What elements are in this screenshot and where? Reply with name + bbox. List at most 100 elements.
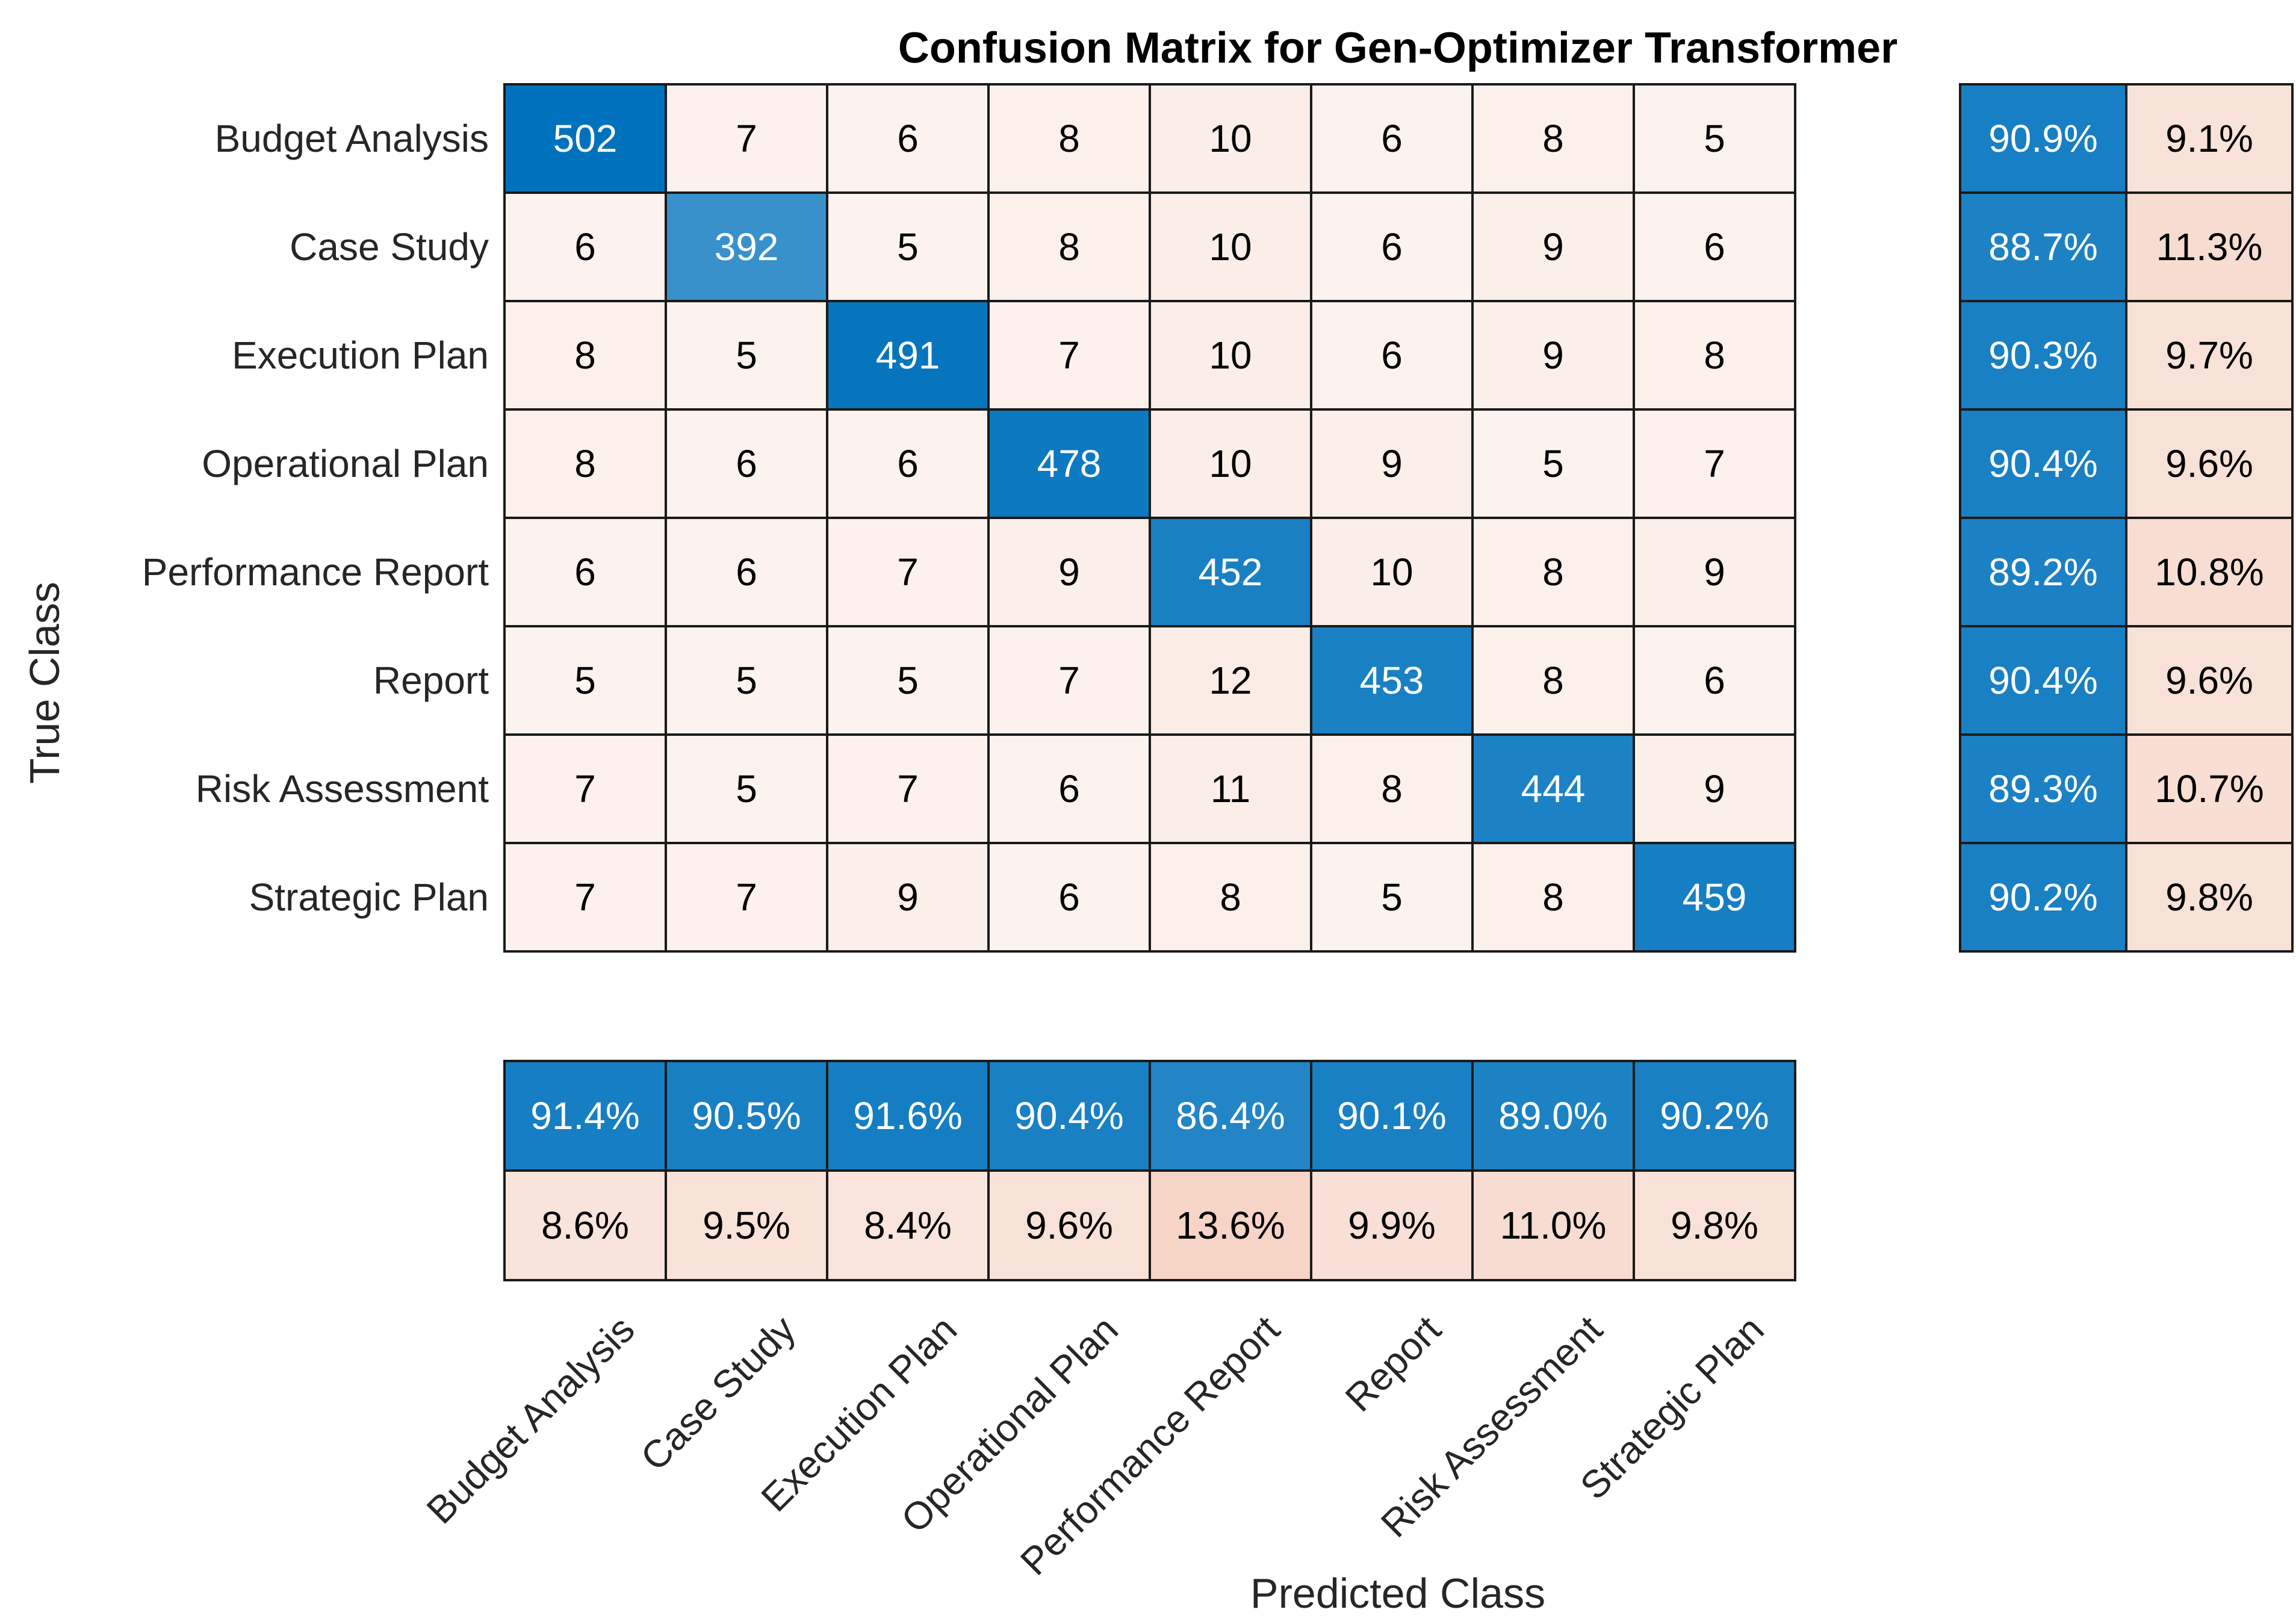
matrix-cell: 6 xyxy=(506,194,665,300)
row-summary-incorrect-cell: 9.7% xyxy=(2127,302,2291,408)
matrix-cell: 7 xyxy=(506,844,665,950)
matrix-cell: 10 xyxy=(1312,519,1471,625)
matrix-cell: 9 xyxy=(828,844,987,950)
y-tick-label: Report xyxy=(373,659,489,702)
col-summary-incorrect-cell: 8.4% xyxy=(828,1172,987,1279)
matrix-cell: 5 xyxy=(667,627,826,733)
matrix-cell: 9 xyxy=(1635,736,1794,842)
matrix-cell: 10 xyxy=(1151,302,1310,408)
col-summary-correct-cell: 91.4% xyxy=(506,1062,665,1169)
matrix-diagonal-cell: 444 xyxy=(1474,736,1633,842)
matrix-cell: 6 xyxy=(828,86,987,191)
row-summary-incorrect-cell: 9.6% xyxy=(2127,411,2291,517)
row-summary-incorrect-cell: 9.8% xyxy=(2127,844,2291,950)
row-summary-correct-cell: 90.4% xyxy=(1961,411,2125,517)
matrix-cell: 7 xyxy=(990,627,1149,733)
col-summary-incorrect-cell: 13.6% xyxy=(1151,1172,1310,1279)
matrix-cell: 5 xyxy=(667,736,826,842)
row-summary-correct-cell: 88.7% xyxy=(1961,194,2125,300)
col-summary-incorrect-cell: 11.0% xyxy=(1474,1172,1633,1279)
row-summary-correct-cell: 90.4% xyxy=(1961,627,2125,733)
y-tick-label: Case Study xyxy=(290,225,489,269)
matrix-cell: 5 xyxy=(828,627,987,733)
matrix-cell: 7 xyxy=(990,302,1149,408)
y-tick-label: Execution Plan xyxy=(232,334,489,377)
col-summary-incorrect-cell: 9.5% xyxy=(667,1172,826,1279)
col-summary-correct-cell: 90.4% xyxy=(990,1062,1149,1169)
column-summary-grid: 91.4% 90.5% 91.6% 90.4% 86.4% 90.1% 89.0% 90.2%… xyxy=(503,1060,1796,1281)
y-tick-label: Risk Assessment xyxy=(195,767,489,810)
matrix-cell: 6 xyxy=(1312,194,1471,300)
matrix-cell: 5 xyxy=(506,627,665,733)
row-summary-correct-cell: 90.3% xyxy=(1961,302,2125,408)
matrix-cell: 8 xyxy=(1151,844,1310,950)
row-summary-grid: 90.9% 9.1% 88.7% 11.3% 90.3% 9.7% 90.4% 9.6% 89.… xyxy=(1959,83,2294,953)
matrix-cell: 5 xyxy=(667,302,826,408)
matrix-cell: 12 xyxy=(1151,627,1310,733)
matrix-cell: 7 xyxy=(828,519,987,625)
col-summary-correct-cell: 90.1% xyxy=(1312,1062,1471,1169)
row-summary-incorrect-cell: 11.3% xyxy=(2127,194,2291,300)
matrix-cell: 9 xyxy=(1635,519,1794,625)
row-summary-correct-cell: 90.9% xyxy=(1961,86,2125,191)
x-tick-label: Case Study xyxy=(632,1307,804,1479)
matrix-cell: 5 xyxy=(1312,844,1471,950)
matrix-cell: 5 xyxy=(1635,86,1794,191)
x-tick-label: Budget Analysis xyxy=(418,1307,643,1532)
col-summary-correct-cell: 91.6% xyxy=(828,1062,987,1169)
matrix-cell: 6 xyxy=(1312,302,1471,408)
matrix-cell: 6 xyxy=(506,519,665,625)
matrix-cell: 8 xyxy=(990,86,1149,191)
matrix-cell: 6 xyxy=(1312,86,1471,191)
matrix-cell: 10 xyxy=(1151,411,1310,517)
row-summary-correct-cell: 89.3% xyxy=(1961,736,2125,842)
col-summary-correct-cell: 89.0% xyxy=(1474,1062,1633,1169)
matrix-cell: 6 xyxy=(990,844,1149,950)
col-summary-incorrect-cell: 9.9% xyxy=(1312,1172,1471,1279)
matrix-cell: 7 xyxy=(828,736,987,842)
matrix-cell: 8 xyxy=(1635,302,1794,408)
matrix-cell: 8 xyxy=(1474,86,1633,191)
col-summary-incorrect-cell: 9.6% xyxy=(990,1172,1149,1279)
matrix-cell: 8 xyxy=(1474,519,1633,625)
x-axis-label: Predicted Class xyxy=(1250,1570,1546,1617)
matrix-cell: 8 xyxy=(1312,736,1471,842)
row-summary-incorrect-cell: 9.1% xyxy=(2127,86,2291,191)
y-tick-label: Operational Plan xyxy=(202,442,489,485)
matrix-cell: 8 xyxy=(1474,627,1633,733)
col-summary-incorrect-cell: 8.6% xyxy=(506,1172,665,1279)
matrix-diagonal-cell: 491 xyxy=(828,302,987,408)
col-summary-correct-cell: 90.2% xyxy=(1635,1062,1794,1169)
matrix-cell: 9 xyxy=(1474,302,1633,408)
matrix-cell: 8 xyxy=(506,302,665,408)
matrix-cell: 6 xyxy=(667,519,826,625)
col-summary-correct-cell: 86.4% xyxy=(1151,1062,1310,1169)
matrix-diagonal-cell: 502 xyxy=(506,86,665,191)
matrix-cell: 10 xyxy=(1151,86,1310,191)
matrix-diagonal-cell: 452 xyxy=(1151,519,1310,625)
matrix-diagonal-cell: 478 xyxy=(990,411,1149,517)
matrix-cell: 7 xyxy=(667,86,826,191)
matrix-cell: 10 xyxy=(1151,194,1310,300)
matrix-cell: 6 xyxy=(828,411,987,517)
matrix-cell: 5 xyxy=(828,194,987,300)
matrix-cell: 6 xyxy=(667,411,826,517)
x-tick-label: Report xyxy=(1336,1307,1450,1420)
matrix-cell: 6 xyxy=(990,736,1149,842)
row-summary-correct-cell: 90.2% xyxy=(1961,844,2125,950)
matrix-cell: 8 xyxy=(506,411,665,517)
matrix-cell: 6 xyxy=(1635,627,1794,733)
matrix-cell: 11 xyxy=(1151,736,1310,842)
matrix-cell: 9 xyxy=(990,519,1149,625)
matrix-diagonal-cell: 392 xyxy=(667,194,826,300)
row-summary-incorrect-cell: 9.6% xyxy=(2127,627,2291,733)
matrix-cell: 8 xyxy=(990,194,1149,300)
matrix-cell: 8 xyxy=(1474,844,1633,950)
matrix-cell: 7 xyxy=(667,844,826,950)
confusion-matrix-grid: 502 7 6 8 10 6 8 5 6 392 5 8 10 6 9 6 8 5 491 7 10 6 9 8 8 6 6 478 1… xyxy=(503,83,1796,953)
y-tick-label: Budget Analysis xyxy=(214,117,489,160)
row-summary-correct-cell: 89.2% xyxy=(1961,519,2125,625)
matrix-cell: 9 xyxy=(1312,411,1471,517)
y-tick-label: Strategic Plan xyxy=(249,876,489,919)
